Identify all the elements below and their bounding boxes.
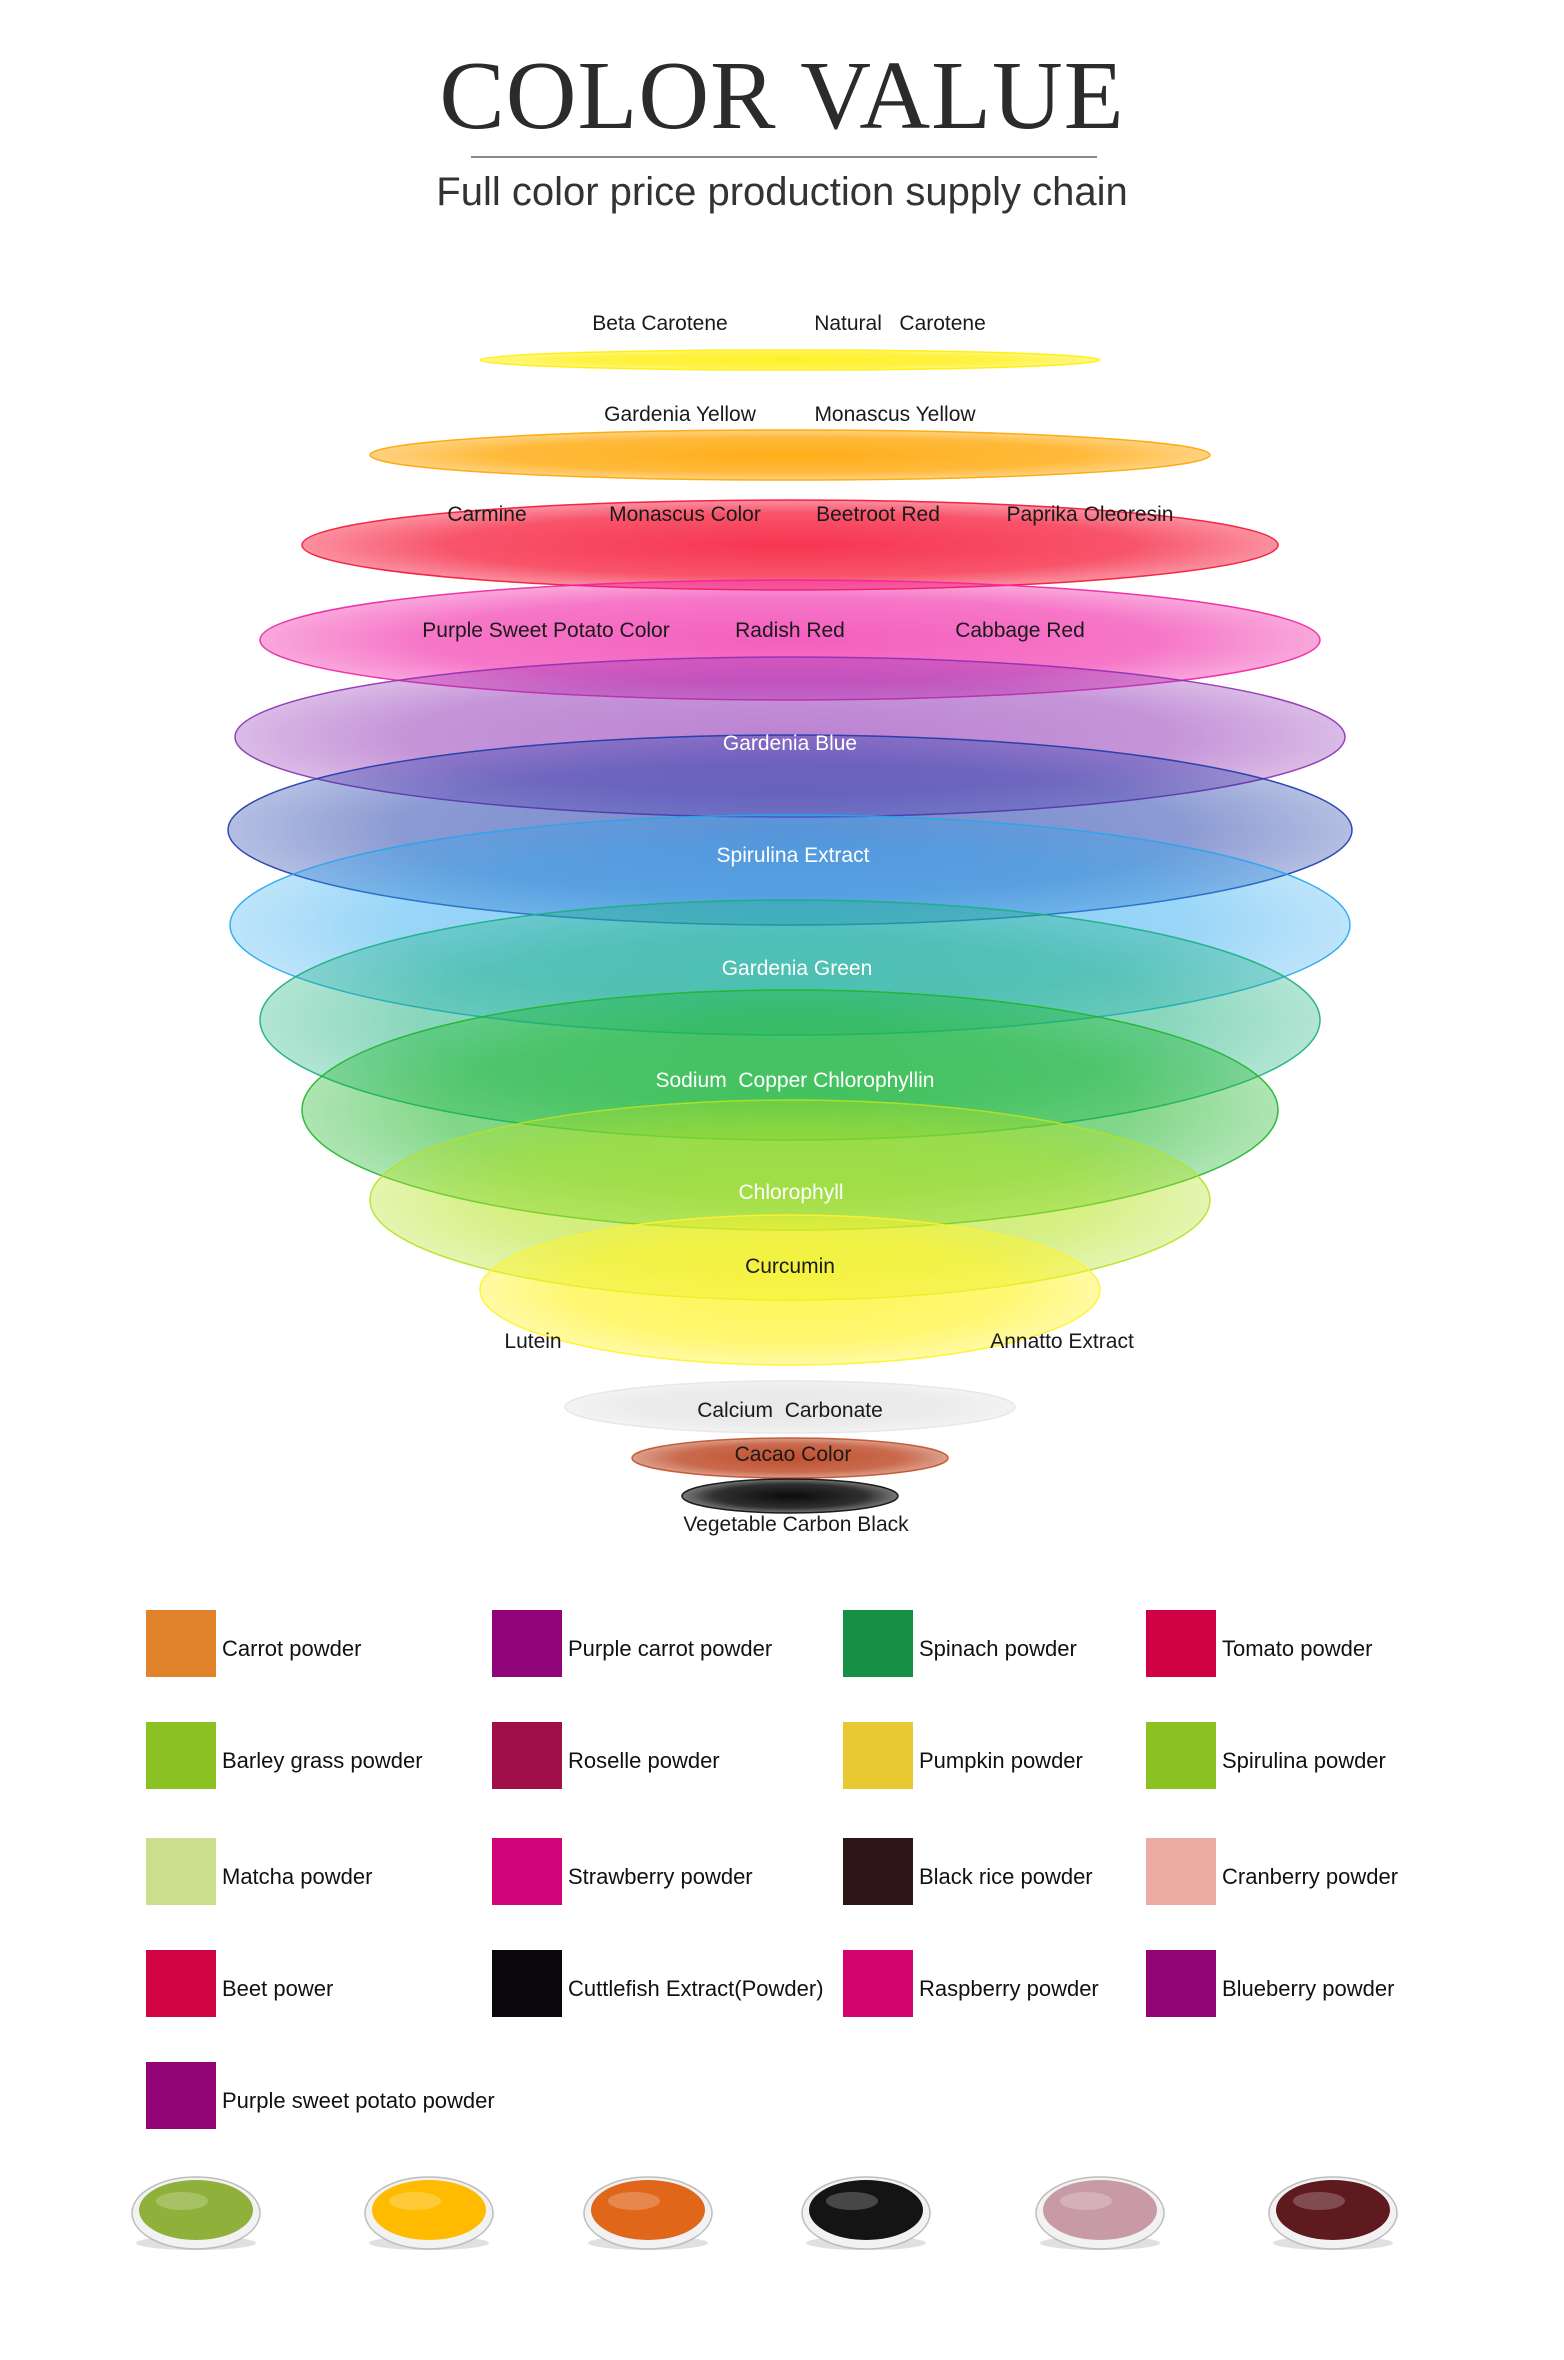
color-layer-12 — [631, 1437, 949, 1479]
legend-label: Spirulina powder — [1222, 1748, 1386, 1773]
color-swatch — [146, 1950, 216, 2017]
layer-label: Beta Carotene — [592, 312, 727, 335]
color-swatch — [146, 1838, 216, 1905]
color-swatch — [1146, 1838, 1216, 1905]
legend-label: Spinach powder — [919, 1636, 1077, 1661]
layer-label: Natural Carotene — [814, 312, 986, 335]
legend-label: Carrot powder — [222, 1636, 362, 1661]
color-swatch — [843, 1722, 913, 1789]
color-swatch — [1146, 1722, 1216, 1789]
layer-label: Beetroot Red — [816, 503, 940, 526]
color-layer-1 — [369, 429, 1211, 481]
layer-label: Lutein — [504, 1330, 561, 1353]
layer-label: Paprika Oleoresin — [1007, 503, 1174, 526]
green-powder-bowl-icon — [131, 2176, 261, 2250]
layer-label: Vegetable Carbon Black — [683, 1513, 909, 1536]
color-swatch — [1146, 1610, 1216, 1677]
layer-label: Spirulina Extract — [717, 844, 870, 867]
layer-label: Carmine — [447, 503, 526, 526]
color-swatch — [843, 1838, 913, 1905]
layer-label: Monascus Yellow — [814, 403, 976, 426]
color-swatch — [843, 1610, 913, 1677]
color-swatch — [492, 1950, 562, 2017]
layer-label: Calcium Carbonate — [697, 1399, 883, 1422]
color-swatch — [146, 1610, 216, 1677]
orange-powder-bowl-icon — [583, 2176, 713, 2250]
color-layer-13 — [681, 1478, 899, 1514]
layer-label: Cacao Color — [735, 1443, 852, 1466]
color-swatch — [492, 1610, 562, 1677]
title-divider — [471, 156, 1097, 158]
legend-label: Cuttlefish Extract(Powder) — [568, 1976, 824, 2001]
color-layer-10 — [479, 1214, 1101, 1366]
legend-label: Strawberry powder — [568, 1864, 753, 1889]
layer-label: Gardenia Blue — [723, 732, 857, 755]
pink-powder-bowl-icon — [1035, 2176, 1165, 2250]
legend-label: Purple sweet potato powder — [222, 2088, 495, 2113]
layer-label: Purple Sweet Potato Color — [422, 619, 669, 642]
color-swatch — [1146, 1950, 1216, 2017]
layer-label: Sodium Copper Chlorophyllin — [656, 1069, 935, 1092]
layer-label: Cabbage Red — [955, 619, 1085, 642]
legend-label: Roselle powder — [568, 1748, 720, 1773]
layer-label: Gardenia Yellow — [604, 403, 757, 426]
color-swatch — [492, 1722, 562, 1789]
legend-label: Beet power — [222, 1976, 334, 2001]
black-powder-bowl-icon — [801, 2176, 931, 2250]
color-stack-diagram: Beta Carotene Natural Carotene Gardenia Ye… — [227, 312, 1353, 1536]
legend-label: Raspberry powder — [919, 1976, 1099, 2001]
layer-label: Annatto Extract — [990, 1330, 1134, 1353]
page-title: COLOR VALUE — [439, 42, 1125, 150]
legend-label: Purple carrot powder — [568, 1636, 773, 1661]
layer-label: Monascus Color — [609, 503, 761, 526]
color-layer-11 — [564, 1380, 1016, 1434]
maroon-powder-bowl-icon — [1268, 2176, 1398, 2250]
color-swatch — [146, 2062, 216, 2129]
legend-label: Matcha powder — [222, 1864, 373, 1889]
legend-label: Black rice powder — [919, 1864, 1093, 1889]
color-swatch — [843, 1950, 913, 2017]
layer-label: Radish Red — [735, 619, 845, 642]
color-layer-0 — [479, 349, 1101, 371]
layer-label: Curcumin — [745, 1255, 835, 1278]
legend-label: Pumpkin powder — [919, 1748, 1083, 1773]
color-swatch — [492, 1838, 562, 1905]
layer-label: Chlorophyll — [738, 1181, 843, 1204]
color-swatch — [146, 1722, 216, 1789]
page-subtitle: Full color price production supply chain — [436, 170, 1128, 214]
legend-label: Tomato powder — [1222, 1636, 1373, 1661]
legend-label: Barley grass powder — [222, 1748, 423, 1773]
layer-label: Gardenia Green — [722, 957, 873, 980]
legend-label: Blueberry powder — [1222, 1976, 1395, 2001]
yellow-powder-bowl-icon — [364, 2176, 494, 2250]
legend-label: Cranberry powder — [1222, 1864, 1399, 1889]
